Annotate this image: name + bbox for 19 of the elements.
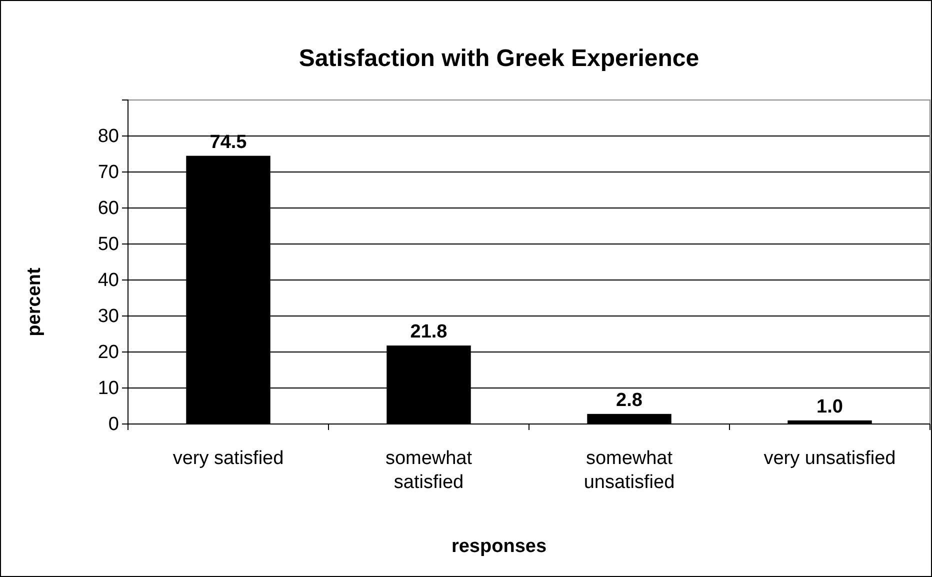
y-tick-label: 30 [98,306,119,328]
y-tick-label: 40 [98,270,119,292]
x-tick-label: very satisfied [172,448,284,469]
y-tick-label: 10 [98,378,119,400]
data-label: 21.8 [410,322,448,343]
x-tick-label: somewhat satisfied [385,448,473,493]
x-tick-label: very unsatisfied [764,448,896,469]
y-tick-label: 70 [98,162,119,184]
y-tick-label: 60 [98,198,119,220]
y-tick-label: 0 [108,414,119,436]
x-tick-label: somewhat unsatisfied [584,448,675,493]
data-label: 1.0 [816,396,843,418]
y-tick-label: 80 [98,126,119,148]
chart-title: Satisfaction with Greek Experience [298,45,700,72]
y-axis-title: percent [24,267,45,336]
y-tick-label: 50 [98,234,119,256]
data-label: 2.8 [616,390,642,411]
x-axis-title: responses [451,536,547,557]
y-tick-label: 20 [98,342,119,364]
